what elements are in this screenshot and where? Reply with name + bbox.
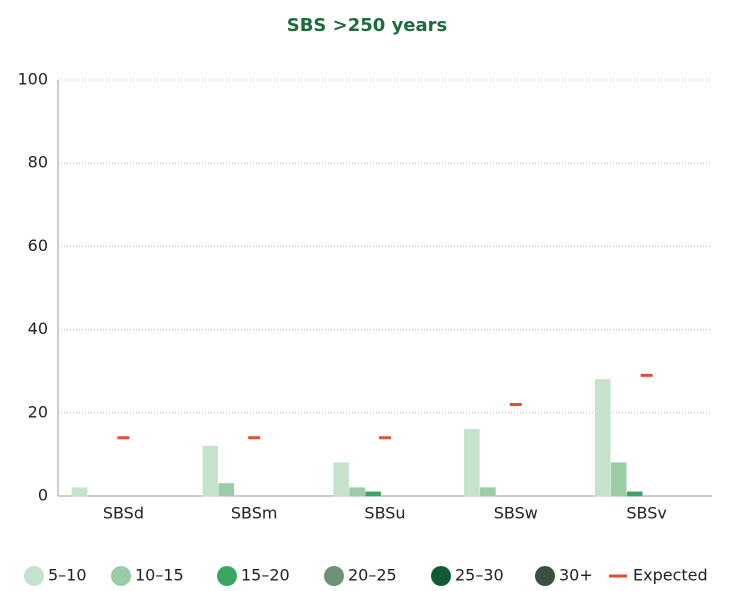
expected-marker (379, 436, 391, 440)
legend-swatch (535, 566, 555, 586)
expected-marker (117, 436, 130, 440)
legend-label: 5–10 (48, 566, 87, 585)
y-tick-label: 60 (28, 236, 48, 255)
legend-label: 25–30 (455, 566, 504, 585)
y-tick-label: 40 (28, 319, 48, 338)
bar (610, 462, 627, 497)
expected-marker (509, 402, 522, 406)
x-tick-label: SBSd (103, 504, 144, 523)
legend-swatch (111, 566, 131, 586)
x-tick-label: SBSv (626, 504, 666, 523)
legend-swatch (217, 566, 237, 586)
legend-label: 30+ (559, 566, 593, 585)
bar (480, 487, 496, 497)
bar (365, 491, 381, 497)
x-tick-label: SBSw (494, 504, 538, 523)
expected-marker (248, 436, 261, 440)
legend-swatch (24, 566, 44, 586)
bar (464, 429, 480, 497)
y-tick-label: 20 (28, 402, 48, 421)
y-tick-label: 100 (17, 70, 48, 89)
x-tick-label: SBSu (364, 504, 405, 523)
bar (594, 379, 611, 497)
chart-title: SBS >250 years (287, 15, 448, 36)
y-tick-label: 0 (38, 486, 48, 505)
legend-label: 15–20 (241, 566, 290, 585)
bar (626, 491, 643, 497)
legend-swatch (324, 566, 344, 586)
bar (349, 487, 365, 497)
bar (202, 445, 219, 497)
expected-marker (640, 373, 653, 377)
legend-swatch (431, 566, 451, 586)
bar (333, 462, 349, 497)
x-tick-label: SBSm (231, 504, 278, 523)
legend-label: Expected (633, 566, 708, 585)
legend-label: 20–25 (348, 566, 397, 585)
y-tick-label: 80 (28, 153, 48, 172)
legend-swatch (609, 574, 627, 578)
bar (218, 483, 235, 497)
legend-label: 10–15 (135, 566, 184, 585)
bar (71, 487, 88, 497)
